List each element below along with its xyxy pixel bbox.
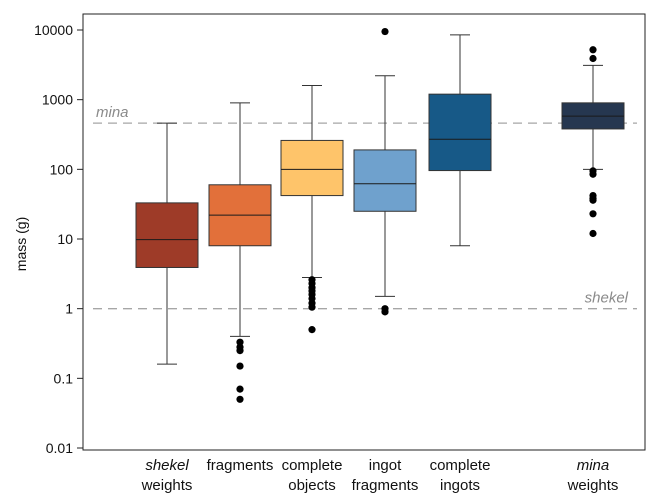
outlier-point [308,303,316,311]
y-tick-label: 1000 [42,92,73,108]
boxplot-3 [280,84,344,334]
outlier-point [236,395,244,403]
outlier-point [236,362,244,370]
reference-label-mina: mina [96,104,129,121]
boxplot-2 [208,102,272,403]
category-label-line2: fragments [352,477,419,494]
category-label-line1: complete [282,457,343,474]
boxplot-1 [135,122,199,365]
y-tick-label: 0.1 [54,370,74,386]
outlier-point [381,308,389,316]
y-axis-ticks: 10000 1000 100 10 1 0.1 0.01 [34,22,83,456]
boxplots [135,27,625,403]
outlier-point [589,210,597,218]
outlier-point [589,229,597,238]
category-label-line1: mina [577,457,610,474]
y-axis-label: mass (g) [13,217,29,271]
boxplot-6 [561,46,625,238]
box-iqr [353,149,417,212]
category-label-line1: fragments [207,457,274,474]
category-label-line2: objects [288,477,336,494]
plot-frame [82,13,646,451]
box-iqr [135,202,199,268]
x-axis-categories: shekel weights fragments complete objects ing… [141,457,619,494]
y-tick-label: 0.01 [46,440,73,456]
outlier-point [308,326,316,334]
outlier-point [589,196,597,204]
outlier-point [236,338,244,346]
category-label-line2: ingots [440,477,480,494]
y-tick-label: 100 [50,161,74,177]
y-tick-label: 10000 [34,22,73,38]
outlier-point [589,54,597,63]
outlier-point [589,46,597,54]
category-label-line1: shekel [145,457,189,474]
box-iqr [428,93,492,172]
reference-label-shekel: shekel [585,290,629,307]
outlier-point [589,170,597,178]
y-tick-label: 10 [57,231,73,247]
reference-lines: mina shekel [93,104,637,310]
outlier-point [236,385,244,393]
y-tick-label: 1 [65,301,73,317]
box-iqr [280,139,344,197]
category-label-line1: ingot [369,457,402,474]
category-label-line1: complete [430,457,491,474]
boxplot-4 [353,27,417,316]
category-label-line2: weights [567,477,619,494]
category-label-line2: weights [141,477,193,494]
outlier-point [381,27,389,36]
boxplot-5 [428,34,492,247]
outlier-point [236,347,244,355]
